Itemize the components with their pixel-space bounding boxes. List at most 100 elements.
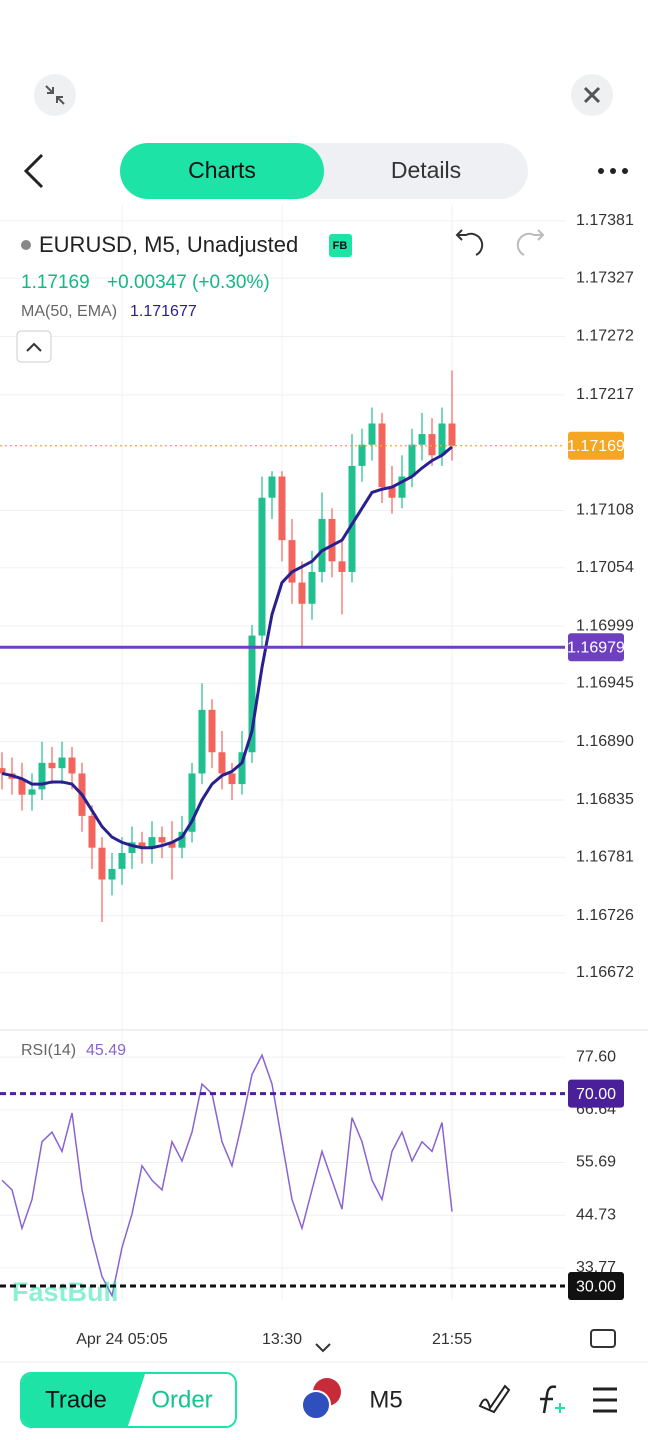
rsi-value: 45.49 — [86, 1042, 126, 1059]
y-tick-label: 1.16890 — [576, 733, 634, 750]
y-tick-label: 1.17217 — [576, 386, 634, 403]
y-tick-label: 55.69 — [576, 1154, 616, 1171]
close-button[interactable] — [571, 74, 613, 116]
symbol: EURUSD, M5, Unadjusted — [39, 232, 298, 257]
level-tag — [568, 1079, 624, 1108]
status-dot — [21, 240, 31, 250]
candle-body — [178, 831, 186, 848]
trade-button[interactable]: Trade — [45, 1386, 107, 1413]
trade-bg[interactable] — [22, 1374, 145, 1426]
candle-body — [158, 837, 166, 843]
badge-bg — [329, 234, 352, 257]
more-button[interactable] — [598, 168, 628, 174]
level-label: 70.00 — [576, 1086, 616, 1103]
badge: FB — [333, 240, 348, 252]
candle-body — [248, 635, 256, 753]
candle-body — [138, 842, 146, 848]
ma-value: 1.171677 — [130, 303, 197, 320]
candle-body — [438, 423, 446, 456]
rsi-name: RSI(14) — [21, 1042, 76, 1059]
watermark: FastBull — [12, 1277, 119, 1307]
redo[interactable] — [516, 229, 545, 256]
candle-body — [28, 789, 36, 795]
level-tag — [568, 1272, 624, 1301]
y-tick-label: 33.77 — [576, 1259, 616, 1276]
candle-body — [168, 842, 176, 848]
candle-body — [88, 815, 96, 848]
candle-body — [338, 561, 346, 572]
candle-body — [288, 540, 296, 583]
candle-body — [38, 762, 46, 790]
candle-body — [398, 476, 406, 498]
collapse-button[interactable] — [34, 74, 76, 116]
candle-body — [278, 476, 286, 541]
y-tick-label: 1.17272 — [576, 328, 634, 345]
ma-line — [1, 445, 453, 850]
price: 1.17169 — [21, 272, 90, 293]
candle-body — [418, 434, 426, 445]
y-tick-label: 1.17054 — [576, 559, 634, 576]
y-tick-label: 1.16781 — [576, 848, 634, 865]
chevron — [26, 342, 42, 352]
x-tick-label: 21:55 — [432, 1331, 472, 1348]
candle-body — [188, 773, 196, 832]
candle-body — [328, 518, 336, 562]
time-chevron[interactable] — [315, 1343, 331, 1353]
ma-name: MA(50, EMA) — [21, 303, 117, 320]
rsi-line — [1, 1053, 453, 1298]
collapse-legend[interactable] — [16, 330, 52, 363]
level-tag — [568, 633, 624, 662]
candle-body — [258, 497, 266, 636]
time-pill — [258, 1332, 390, 1362]
tab-details[interactable]: Details — [391, 157, 461, 183]
timeframe[interactable]: M5 — [369, 1386, 402, 1413]
undo[interactable] — [455, 229, 484, 256]
menu[interactable] — [593, 1387, 617, 1413]
fullscreen[interactable] — [590, 1329, 616, 1348]
candle-body — [268, 476, 276, 498]
x-tick-label: 13:30 — [262, 1331, 302, 1348]
change: +0.00347 (+0.30%) — [107, 272, 270, 293]
level-label: 1.17169 — [567, 438, 625, 455]
y-tick-label: 1.16945 — [576, 675, 634, 692]
candle-body — [18, 778, 26, 795]
candle-body — [368, 423, 376, 445]
level-label: 1.16979 — [567, 639, 625, 656]
tab-charts[interactable]: Charts — [188, 157, 256, 183]
candle-body — [408, 444, 416, 477]
candle-body — [98, 847, 106, 880]
candle-body — [238, 752, 246, 785]
y-tick-label: 1.16835 — [576, 791, 634, 808]
candle-body — [108, 868, 116, 880]
back-button[interactable] — [23, 153, 44, 189]
candle-body — [218, 752, 226, 774]
candle-body — [0, 768, 6, 774]
candle-body — [228, 773, 236, 785]
level-label: 30.00 — [576, 1278, 616, 1295]
y-tick-label: 1.16672 — [576, 964, 634, 981]
flag-eu — [301, 1390, 331, 1420]
candle-body — [198, 709, 206, 774]
y-tick-label: 1.16726 — [576, 907, 634, 924]
x-tick-label: Apr 24 05:05 — [76, 1331, 168, 1348]
order-button[interactable]: Order — [151, 1386, 212, 1413]
plot-layer: 1.17381 1.17327 1.17272 1.17217 1.17108 1.170… — [0, 205, 634, 1300]
candle-body — [208, 709, 216, 753]
tab-active[interactable] — [120, 143, 324, 199]
indicator-tool[interactable] — [540, 1385, 557, 1414]
indicator-plus — [555, 1403, 565, 1413]
level-tag — [568, 431, 624, 460]
y-tick-label: 1.17381 — [576, 212, 634, 229]
candle-body — [308, 571, 316, 604]
y-tick-label: 44.73 — [576, 1206, 616, 1223]
candle-body — [378, 423, 386, 488]
y-tick-label: 1.17327 — [576, 269, 634, 286]
candle-body — [58, 757, 66, 769]
candle-body — [388, 487, 396, 498]
draw-tool[interactable] — [478, 1384, 511, 1414]
candle-body — [148, 837, 156, 848]
candle-body — [348, 465, 356, 572]
candle-body — [358, 444, 366, 466]
